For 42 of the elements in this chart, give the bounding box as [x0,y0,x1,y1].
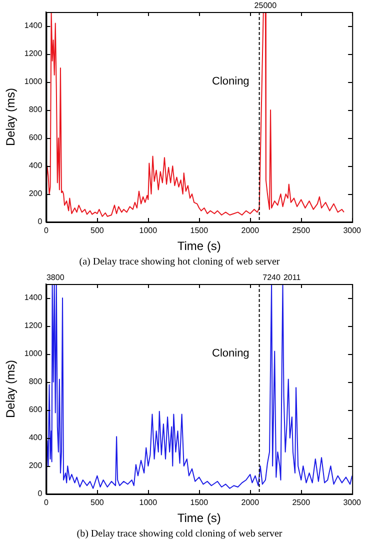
y-tick-label: 1400 [24,21,43,30]
y-tick-label: 400 [28,433,43,442]
x-tick-label: 0 [44,498,49,508]
x-tick-label: 1000 [139,498,158,508]
x-tick-label: 3000 [343,226,362,236]
y-tick-label: 600 [28,133,43,142]
x-tick-label: 500 [90,226,104,236]
y-tick-label: 800 [28,105,43,114]
x-tick-label: 1500 [190,498,209,508]
y-tick-label: 1400 [24,293,43,302]
y-tick-label: 0 [38,217,43,226]
x-tick-label: 500 [90,498,104,508]
y-tick-label: 200 [28,189,43,198]
text: (a) Delay trace showing hot cloning of web server [79,256,280,268]
x-axis-title: Time (s) [177,511,221,526]
annotation: 2011 [283,273,302,282]
y-tick-label: 400 [28,161,43,170]
y-tick-label: 800 [28,377,43,386]
ref-line-label: Cloning [212,347,250,360]
annotation: 3800 [46,273,65,282]
y-tick-label: 1000 [24,349,43,358]
y-tick-label: 600 [28,405,43,414]
y-axis-title: Delay (ms) [4,88,18,146]
x-tick-label: 2500 [292,498,311,508]
y-tick-label: 1200 [24,49,43,58]
y-axis-title: Delay (ms) [4,360,18,418]
x-tick-label: 1000 [139,226,158,236]
text: (b) Delay trace showing cold cloning of web server [76,528,283,540]
y-tick-label: 0 [38,489,43,498]
annotation: 25000 [254,1,278,10]
x-tick-label: 2500 [292,226,311,236]
x-tick-label: 1500 [190,226,209,236]
ref-line-label: Cloning [212,75,250,88]
x-tick-label: 2000 [241,498,260,508]
y-tick-label: 1200 [24,321,43,330]
x-tick-label: 2000 [241,226,260,236]
x-tick-label: 3000 [343,498,362,508]
annotation: 7240 [262,273,281,282]
y-tick-label: 1000 [24,77,43,86]
x-axis-title: Time (s) [177,239,221,254]
y-tick-label: 200 [28,461,43,470]
x-tick-label: 0 [44,226,49,236]
